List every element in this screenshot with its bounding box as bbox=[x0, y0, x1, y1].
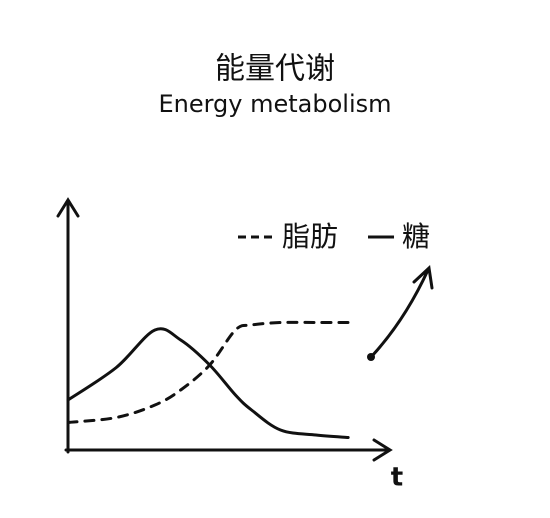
arrow-dot bbox=[367, 353, 375, 361]
series-line bbox=[66, 327, 350, 439]
y-axis bbox=[56, 197, 80, 454]
x-axis-label: t bbox=[391, 463, 403, 493]
legend-label: 糖 bbox=[402, 220, 430, 253]
chart-subtitle: Energy metabolism bbox=[158, 90, 391, 118]
axes bbox=[56, 197, 434, 462]
series-line bbox=[66, 320, 350, 424]
annotation-arrow bbox=[370, 264, 434, 358]
legend-label: 脂肪 bbox=[282, 220, 338, 253]
chart-title: 能量代谢 bbox=[215, 52, 335, 87]
x-axis bbox=[64, 438, 393, 462]
